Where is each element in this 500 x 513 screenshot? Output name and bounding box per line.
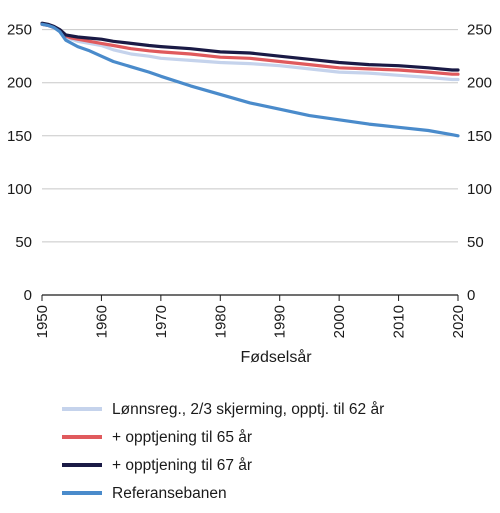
y-tick-label: 200: [7, 75, 32, 92]
y-tick-label: 100: [7, 181, 32, 198]
series-line: [40, 22, 460, 138]
x-tick-label: 2020: [450, 305, 467, 338]
legend: Lønnsreg., 2/3 skjerming, opptj. til 62 …: [62, 401, 384, 502]
grid-lines: [42, 29, 458, 243]
y-tick-label: 150: [7, 128, 32, 145]
y-tick-label: 200: [467, 75, 492, 92]
y-tick-label: 250: [467, 22, 492, 39]
x-tick-label: 2000: [331, 305, 348, 338]
legend-label: Referansebanen: [112, 485, 227, 502]
x-tick-labels: 1950 1960 1970 1980 1990 2000 2010 2020: [34, 305, 467, 338]
y-tick-labels-right: 0 50 100 150 200 250: [467, 22, 492, 304]
y-tick-label: 100: [467, 181, 492, 198]
series-lines: [40, 21, 460, 138]
legend-label: Lønnsreg., 2/3 skjerming, opptj. til 62 …: [112, 401, 384, 418]
x-tick-label: 1980: [212, 305, 229, 338]
y-tick-label: 150: [467, 128, 492, 145]
y-tick-label: 0: [24, 287, 32, 304]
x-tick-label: 1960: [93, 305, 110, 338]
x-tick-label: 2010: [391, 305, 408, 338]
y-tick-label: 0: [467, 287, 475, 304]
legend-item: Referansebanen: [62, 485, 227, 502]
x-tick-label: 1970: [153, 305, 170, 338]
y-tick-label: 50: [15, 234, 32, 251]
x-axis-title: Fødselsår: [240, 348, 312, 366]
y-tick-labels-left: 0 50 100 150 200 250: [7, 22, 32, 304]
legend-label: + opptjening til 67 år: [112, 457, 252, 474]
legend-item: + opptjening til 65 år: [62, 429, 252, 446]
series-line: [40, 21, 460, 72]
y-tick-label: 250: [7, 22, 32, 39]
legend-item: + opptjening til 67 år: [62, 457, 252, 474]
axes: [41, 294, 459, 301]
legend-item: Lønnsreg., 2/3 skjerming, opptj. til 62 …: [62, 401, 384, 418]
x-tick-label: 1990: [272, 305, 289, 338]
y-tick-label: 50: [467, 234, 484, 251]
legend-label: + opptjening til 65 år: [112, 429, 252, 446]
x-tick-label: 1950: [34, 305, 51, 338]
